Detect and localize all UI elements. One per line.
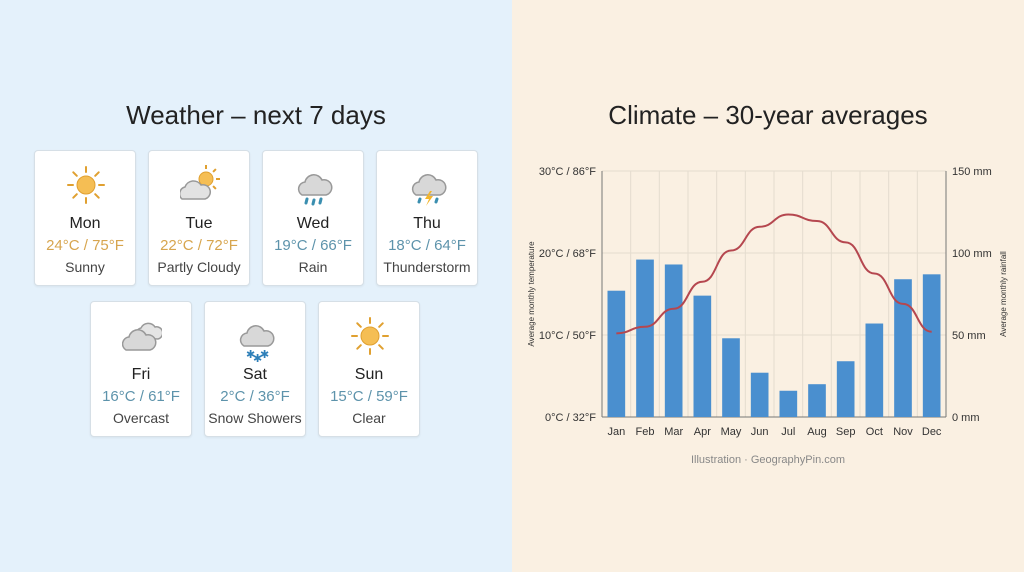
rainfall-bar xyxy=(779,390,798,417)
forecast-card-sun: Sun 15°C / 59°F Clear xyxy=(318,301,420,437)
rainfall-bar xyxy=(693,295,712,417)
climate-panel: Climate – 30-year averages 0°C / 32°F 0 m… xyxy=(512,0,1024,572)
day-label: Mon xyxy=(69,215,101,232)
rainfall-bar xyxy=(894,279,912,417)
forecast-card-fri: Fri 16°C / 61°F Overcast xyxy=(90,301,192,437)
y-tick-left: 30°C / 86°F xyxy=(539,166,596,178)
x-tick: Jan xyxy=(607,426,625,438)
condition: Thunderstorm xyxy=(383,259,471,275)
weather-title: Weather – next 7 days xyxy=(126,100,386,130)
temperature: 22°C / 72°F xyxy=(160,237,238,254)
day-label: Wed xyxy=(296,215,330,232)
snow-icon: ✱✱✱ xyxy=(239,325,275,362)
rainfall-bar xyxy=(750,372,769,417)
y-tick-left: 20°C / 68°F xyxy=(539,248,596,260)
x-tick: Sep xyxy=(836,426,856,438)
temperature: 16°C / 61°F xyxy=(102,388,180,405)
condition: Rain xyxy=(298,259,328,275)
day-label: Sun xyxy=(354,366,384,383)
y-tick-right: 50 mm xyxy=(952,330,986,342)
x-tick: Nov xyxy=(893,426,913,438)
y-tick-right: 100 mm xyxy=(952,248,992,260)
day-label: Sat xyxy=(242,366,267,383)
climate-chart: 0°C / 32°F 0 mm 10°C / 50°F 50 mm 20°C / 68°… xyxy=(527,166,1008,438)
temperature: 18°C / 64°F xyxy=(388,237,466,254)
rainfall-bar xyxy=(922,274,941,417)
forecast-card-tue: Tue 22°C / 72°F Partly Cloudy xyxy=(148,150,250,286)
day-label: Tue xyxy=(185,215,213,232)
climate-title: Climate – 30-year averages xyxy=(608,100,928,130)
y-label-left: Average monthly temperature xyxy=(527,241,536,347)
y-label-right: Average monthly rainfall xyxy=(999,251,1008,337)
condition: Sunny xyxy=(65,259,105,275)
x-tick: Mar xyxy=(664,426,683,438)
temperature-line xyxy=(616,213,932,335)
temperature: 2°C / 36°F xyxy=(220,388,290,405)
rainfall-bar xyxy=(636,259,654,417)
forecast-card-wed: Wed 19°C / 66°F Rain xyxy=(262,150,364,286)
overcast-icon xyxy=(122,322,162,351)
x-tick: Oct xyxy=(866,426,883,438)
y-tick-left: 10°C / 50°F xyxy=(539,330,596,342)
thunderstorm-icon xyxy=(411,174,447,206)
sun-icon xyxy=(67,166,105,204)
y-tick-left: 0°C / 32°F xyxy=(545,412,596,424)
sun-icon xyxy=(351,317,389,355)
rainfall-bar xyxy=(865,323,884,417)
rainfall-bar xyxy=(808,384,826,417)
rainfall-bar xyxy=(607,290,626,417)
condition: Snow Showers xyxy=(208,410,302,426)
y-tick-right: 150 mm xyxy=(952,166,992,178)
condition: Partly Cloudy xyxy=(157,259,241,275)
rainfall-bar xyxy=(722,338,740,417)
forecast-card-thu: Thu 18°C / 64°F Thunderstorm xyxy=(376,150,478,286)
rainfall-bar xyxy=(664,264,683,417)
condition: Clear xyxy=(352,410,386,426)
day-label: Thu xyxy=(413,215,441,232)
x-tick: Apr xyxy=(694,426,711,438)
svg-text:✱: ✱ xyxy=(253,353,262,362)
x-tick: Jul xyxy=(781,426,795,438)
partly-cloudy-icon xyxy=(180,165,220,200)
forecast-card-sat: ✱ ✱ ✱ Sat 2°C / 36°F Snow Showers xyxy=(204,301,306,437)
weather-panel: Weather – next 7 days Mon 24°C / 75°F Su… xyxy=(0,0,512,572)
x-tick: Feb xyxy=(636,426,655,438)
temperature: 24°C / 75°F xyxy=(46,237,124,254)
rain-icon xyxy=(297,174,333,206)
forecast-card-mon: Mon 24°C / 75°F Sunny xyxy=(34,150,136,286)
y-tick-right: 0 mm xyxy=(952,412,980,424)
temperature: 19°C / 66°F xyxy=(274,237,352,254)
svg-text:✱: ✱ xyxy=(260,349,269,361)
x-tick: May xyxy=(721,426,742,438)
svg-text:✱: ✱ xyxy=(246,349,255,361)
day-label: Fri xyxy=(131,366,151,383)
x-tick: Aug xyxy=(807,426,827,438)
rainfall-bar xyxy=(836,361,855,417)
temperature: 15°C / 59°F xyxy=(330,388,408,405)
credit: Illustration · GeographyPin.com xyxy=(690,454,846,466)
x-tick: Jun xyxy=(751,426,769,438)
condition: Overcast xyxy=(112,410,169,426)
x-tick: Dec xyxy=(922,426,942,438)
